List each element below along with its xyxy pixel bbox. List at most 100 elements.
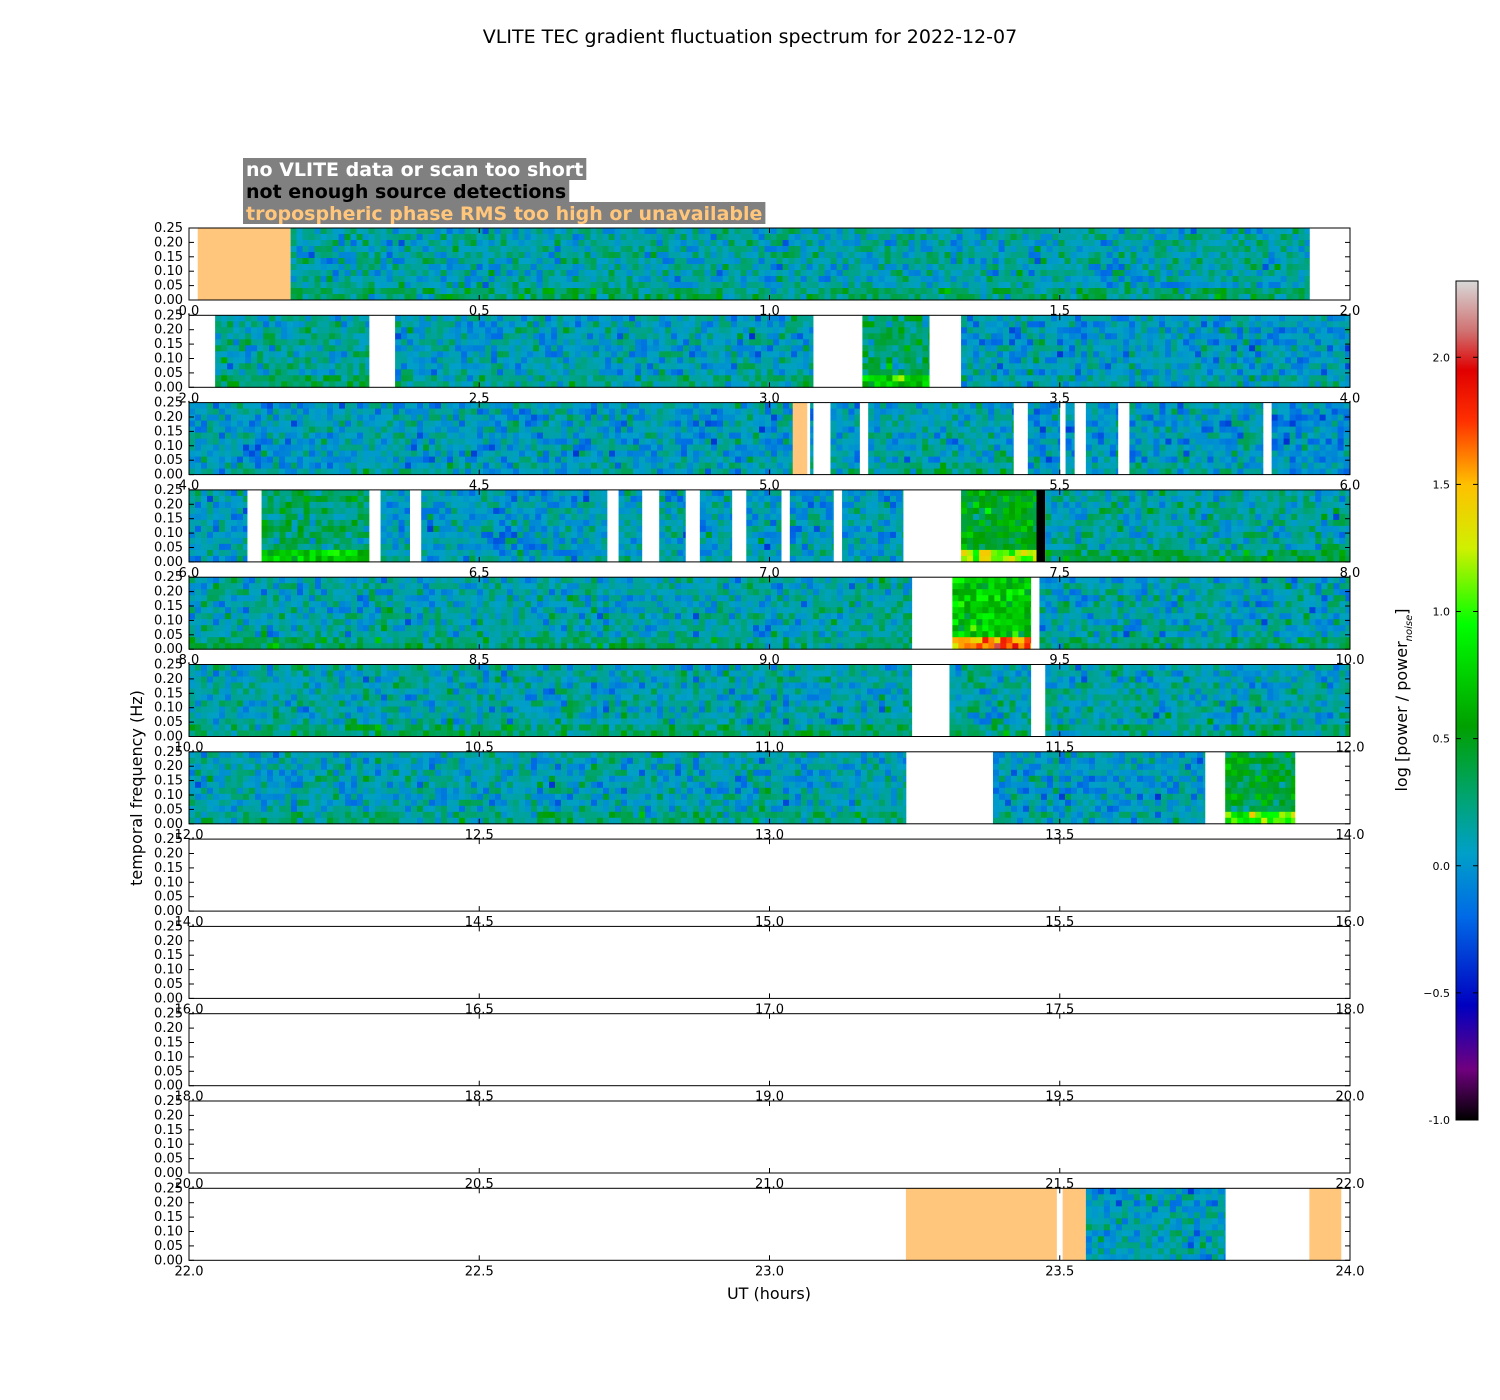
- y-tick-label: 0.10: [154, 1050, 183, 1065]
- y-tick-label: 0.00: [154, 817, 183, 832]
- y-tick-label: 0.20: [154, 585, 183, 600]
- troposphere-flag-block: [1062, 1188, 1086, 1261]
- spectrum-segment: [618, 489, 643, 563]
- y-tick-label: 0.20: [154, 1196, 183, 1211]
- y-tick-label: 0.00: [154, 1253, 183, 1268]
- panel-row: 0.000.050.100.150.200.252.0 2.5 3.0 3.5 4.0: [154, 308, 1360, 406]
- y-tick-label: 0.20: [154, 1108, 183, 1123]
- spectrum-segment: [261, 489, 370, 563]
- spectrum-segment: [290, 228, 1310, 301]
- spectrum-segment: [1225, 751, 1296, 825]
- panel-row: 0.000.050.100.150.200.25 22.0 22.5 23.0 23.5…: [154, 1181, 1364, 1279]
- spectrum-segment: [215, 315, 370, 388]
- y-tick-label: 0.15: [154, 1036, 183, 1051]
- y-tick-label: 0.15: [154, 337, 183, 352]
- colorbar-label: log [power / powernoise]: [1392, 608, 1415, 791]
- y-tick-label: 0.20: [154, 672, 183, 687]
- spectrum-segment: [949, 664, 1032, 737]
- spectrum-segment: [1039, 577, 1351, 650]
- detection-flag-block: [1036, 489, 1046, 562]
- spectrum-segment: [189, 577, 913, 650]
- spectrum-segment: [952, 577, 1032, 650]
- y-tick-label: 0.05: [154, 279, 183, 294]
- panel-row: 0.000.050.100.150.200.256.0 6.5 7.0 7.5 8.0: [154, 483, 1360, 581]
- spectrum-segment: [395, 315, 814, 388]
- spectrum-segment: [1065, 402, 1075, 475]
- spectrum-segment: [1085, 402, 1119, 475]
- y-tick-label: 0.05: [154, 715, 183, 730]
- troposphere-flag-block: [792, 402, 808, 475]
- spectrum-segment: [659, 489, 686, 563]
- colorbar-tick-label: 0.5: [1433, 733, 1451, 746]
- colorbar-tick-label: 1.5: [1433, 478, 1451, 491]
- spectrum-segment: [961, 315, 1351, 388]
- colorbar: -1.0 −0.5 0.0 0.5 1.0 1.5 2.0 log [power / powe…: [1392, 280, 1479, 1127]
- y-tick-label: 0.20: [154, 235, 183, 250]
- colorbar-tick-label: 1.0: [1433, 606, 1451, 619]
- y-axis-label: temporal frequency (Hz): [127, 690, 146, 886]
- y-tick-label: 0.00: [154, 293, 183, 308]
- panel-frame: [188, 838, 1351, 912]
- spectrum-segment: [699, 489, 733, 563]
- y-tick-label: 0.05: [154, 890, 183, 905]
- legend-box: [243, 158, 587, 180]
- x-axis-label: UT (hours): [727, 1284, 811, 1303]
- y-tick-label: 0.25: [154, 396, 183, 411]
- spectrum-segment: [868, 402, 1014, 475]
- y-tick-label: 0.25: [154, 221, 183, 236]
- legend-box: [243, 180, 570, 202]
- spectrum-segment: [380, 489, 410, 563]
- y-tick-label: 0.00: [154, 904, 183, 919]
- colorbar-tick-label: -1.0: [1429, 1114, 1450, 1127]
- y-tick-label: 0.25: [154, 483, 183, 498]
- troposphere-flag-block: [905, 1188, 1057, 1261]
- y-tick-label: 0.00: [154, 1079, 183, 1094]
- y-tick-label: 0.25: [154, 1007, 183, 1022]
- y-tick-label: 0.25: [154, 832, 183, 847]
- y-tick-label: 0.05: [154, 541, 183, 556]
- spectrum-segment: [992, 751, 1206, 825]
- legend-entry: not enough source detections: [246, 181, 566, 203]
- legend-box: [243, 202, 766, 224]
- y-tick-label: 0.10: [154, 439, 183, 454]
- y-tick-label: 0.15: [154, 424, 183, 439]
- y-tick-label: 0.20: [154, 410, 183, 425]
- y-tick-label: 0.15: [154, 599, 183, 614]
- spectrum-segment: [421, 489, 608, 563]
- y-tick-label: 0.00: [154, 468, 183, 483]
- x-tick-label: 24.0: [1336, 1264, 1365, 1279]
- y-tick-label: 0.25: [154, 308, 183, 323]
- y-tick-label: 0.10: [154, 701, 183, 716]
- y-tick-label: 0.00: [154, 642, 183, 657]
- spectrum-segment: [1045, 664, 1351, 737]
- y-tick-label: 0.05: [154, 977, 183, 992]
- colorbar-tick-label: −0.5: [1423, 987, 1450, 1000]
- y-tick-label: 0.00: [154, 991, 183, 1006]
- panels: 0.000.050.100.150.200.250.0 0.5 1.0 1.5 2.00…: [154, 221, 1364, 1279]
- y-tick-label: 0.10: [154, 1225, 183, 1240]
- spectrum-segment: [862, 315, 930, 388]
- y-tick-label: 0.20: [154, 847, 183, 862]
- spectrum-segment: [189, 664, 913, 737]
- y-tick-label: 0.15: [154, 250, 183, 265]
- y-tick-label: 0.05: [154, 1064, 183, 1079]
- troposphere-flag-block: [197, 228, 291, 300]
- spectrum-segment: [1129, 402, 1264, 475]
- y-tick-label: 0.25: [154, 1181, 183, 1196]
- y-tick-label: 0.25: [154, 919, 183, 934]
- colorbar-bar: [1456, 281, 1478, 1120]
- y-tick-label: 0.10: [154, 1137, 183, 1152]
- spectrum-segment: [189, 489, 248, 563]
- y-tick-label: 0.05: [154, 802, 183, 817]
- spectrum-segment: [189, 402, 794, 475]
- spectrum-segment: [789, 489, 834, 563]
- y-tick-label: 0.05: [154, 1239, 183, 1254]
- legend-entry: tropospheric phase RMS too high or unava…: [246, 203, 762, 225]
- spectrum-segment: [810, 402, 814, 475]
- spectrum-segment: [842, 489, 904, 563]
- y-tick-label: 0.00: [154, 380, 183, 395]
- y-tick-label: 0.15: [154, 686, 183, 701]
